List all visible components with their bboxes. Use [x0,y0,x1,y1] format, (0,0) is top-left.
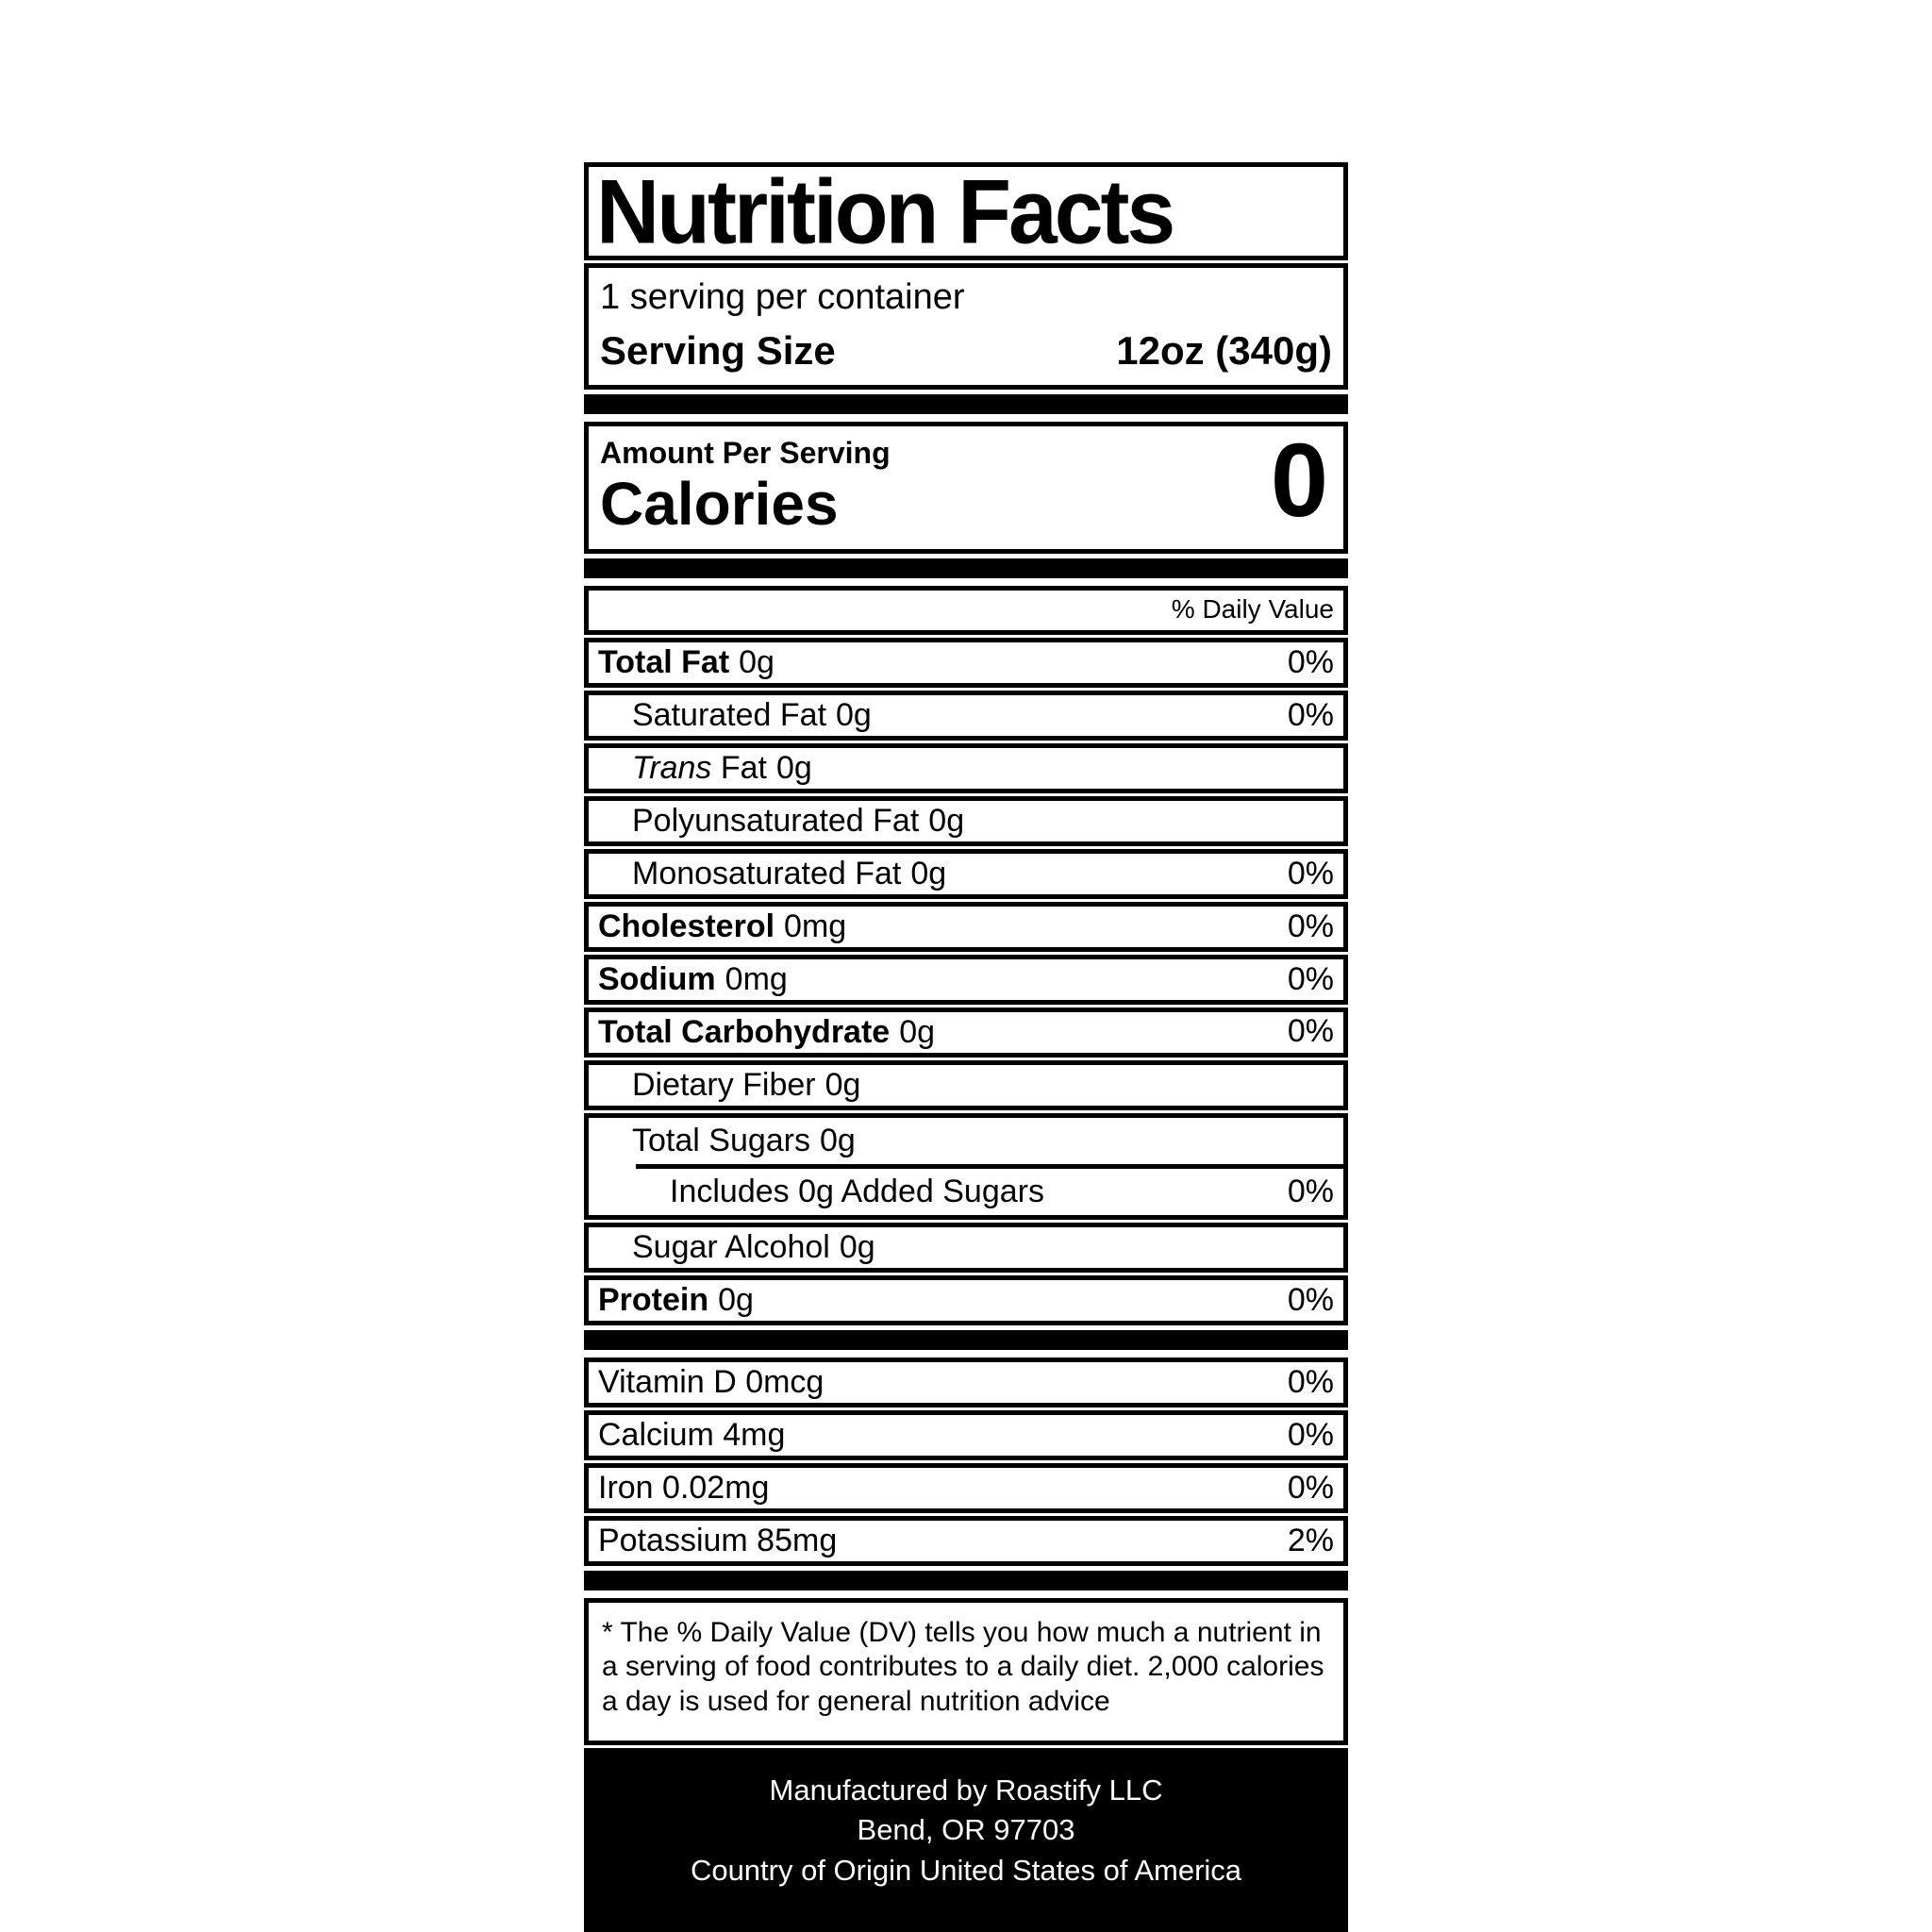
sugars-group-box: Total Sugars 0g Includes 0g Added Sugars 0% [584,1112,1348,1220]
nutrient-row: Dietary Fiber 0g [584,1059,1348,1110]
nutrient-amount: 0g [910,855,947,891]
nutrient-amount: 0g [820,1122,856,1158]
nutrient-amount: 0g [739,643,774,680]
nutrient-label: Total Carbohydrate [598,1013,891,1050]
nutrient-label: Vitamin D 0mcg [598,1363,824,1400]
nutrient-row: Includes 0g Added Sugars 0% [589,1169,1343,1215]
nutrient-amount: 0g [824,1066,861,1103]
calories-label: Calories [600,469,839,538]
nutrient-percent: 2% [1287,1522,1334,1558]
nutrient-row: Calcium 4mg 0% [584,1409,1348,1460]
nutrient-row: Trans Fat 0g [584,742,1348,793]
nutrient-amount: 0g [928,802,965,839]
manufacturer-footer: Manufactured by Roastify LLC Bend, OR 977… [584,1747,1348,1932]
nutrient-amount: 0mg [784,908,847,944]
nutrient-label: Cholesterol [598,908,775,944]
serving-box: 1 serving per container Serving Size 12o… [584,263,1348,390]
footnote-box: * The % Daily Value (DV) tells you how m… [584,1597,1348,1745]
nutrition-facts-label: Nutrition Facts 1 serving per container … [584,162,1348,1932]
daily-value-header: % Daily Value [1171,593,1334,624]
nutrient-percent: 0% [1287,696,1334,733]
nutrient-percent: 0% [1287,1469,1334,1506]
nutrient-amount: 0g [836,696,872,733]
nutrient-amount: 0g [899,1013,936,1050]
nutrient-label: Sodium [598,960,716,997]
nutrient-amount: 0g [718,1281,754,1318]
footer-line: Country of Origin United States of Ameri… [690,1854,1242,1888]
calories-value: 0 [1270,422,1328,539]
footer-line: Bend, OR 97703 [857,1813,1075,1847]
nutrient-amount: 0mg [724,960,788,997]
title-box: Nutrition Facts [584,162,1348,260]
nutrient-row: Saturated Fat 0g 0% [584,690,1348,741]
indented-divider [636,1163,1343,1169]
separator-band [584,393,1348,414]
nutrient-amount: 0g [839,1228,875,1265]
daily-value-header-box: % Daily Value [584,585,1348,635]
nutrient-row: Total Carbohydrate 0g 0% [584,1007,1348,1058]
footnote-line: a serving of food contributes to a daily… [602,1651,1324,1683]
calories-box: Amount Per Serving Calories 0 [584,421,1348,554]
nutrient-row: Protein 0g 0% [584,1274,1348,1325]
nutrient-label: Monosaturated Fat [632,855,902,891]
serving-size-label: Serving Size [600,327,836,373]
footnote-line: a day is used for general nutrition advi… [602,1686,1110,1718]
nutrient-percent: 0% [1287,960,1334,997]
separator-band [584,558,1348,578]
serving-size-value: 12oz (340g) [1116,327,1332,373]
nutrient-percent: 0% [1287,1416,1334,1453]
nutrient-amount: 0g [775,749,812,786]
nutrient-row: Potassium 85mg 2% [584,1515,1348,1566]
nutrient-percent: 0% [1287,1012,1334,1049]
nutrient-percent: 0% [1287,855,1334,891]
nutrient-row: Monosaturated Fat 0g 0% [584,848,1348,899]
nutrient-label: Calcium 4mg [598,1416,786,1453]
nutrient-percent: 0% [1287,1281,1334,1318]
servings-per-container: 1 serving per container [600,277,965,317]
nutrient-label: Potassium 85mg [598,1522,838,1558]
nutrient-percent: 0% [1287,908,1334,944]
nutrient-label: Dietary Fiber [632,1066,816,1103]
nutrient-label: Total Sugars [632,1122,810,1158]
nutrient-percent: 0% [1287,643,1334,680]
nutrient-label: Trans Fat [632,749,767,786]
amount-per-serving-label: Amount Per Serving [600,435,891,470]
nutrient-label: Protein [598,1281,709,1318]
nutrient-row: Sodium 0mg 0% [584,954,1348,1005]
nutrient-percent: 0% [1287,1363,1334,1400]
separator-band [584,1570,1348,1591]
vitamin-rows: Vitamin D 0mcg 0% Calcium 4mg 0% Iron 0.02mg… [584,1357,1348,1566]
nutrient-percent: 0% [1287,1173,1334,1209]
nutrient-label: Includes 0g Added Sugars [670,1173,1044,1209]
nutrient-row: Total Fat 0g 0% [584,637,1348,688]
nutrient-label: Total Fat [598,643,730,680]
nutrient-row: Total Sugars 0g [589,1118,1343,1164]
footnote-line: * The % Daily Value (DV) tells you how m… [602,1616,1322,1648]
nutrient-row: Cholesterol 0mg 0% [584,901,1348,952]
nutrient-row: Iron 0.02mg 0% [584,1462,1348,1513]
label-title: Nutrition Facts [596,159,1175,262]
serving-size-line: Serving Size 12oz (340g) [600,328,1332,374]
nutrient-label: Polyunsaturated Fat [632,802,920,839]
nutrient-label: Iron 0.02mg [598,1469,770,1506]
separator-band [584,1329,1348,1350]
nutrient-label: Saturated Fat [632,696,827,733]
footer-line: Manufactured by Roastify LLC [769,1773,1163,1807]
nutrient-label-italic: Trans [632,749,721,786]
nutrient-row: Vitamin D 0mcg 0% [584,1357,1348,1407]
nutrient-row: Sugar Alcohol 0g [584,1222,1348,1273]
nutrient-row: Polyunsaturated Fat 0g [584,795,1348,846]
nutrient-label: Sugar Alcohol [632,1228,830,1265]
nutrient-rows: Total Fat 0g 0% Saturated Fat 0g 0% Trans Fat 0… [584,637,1348,1325]
